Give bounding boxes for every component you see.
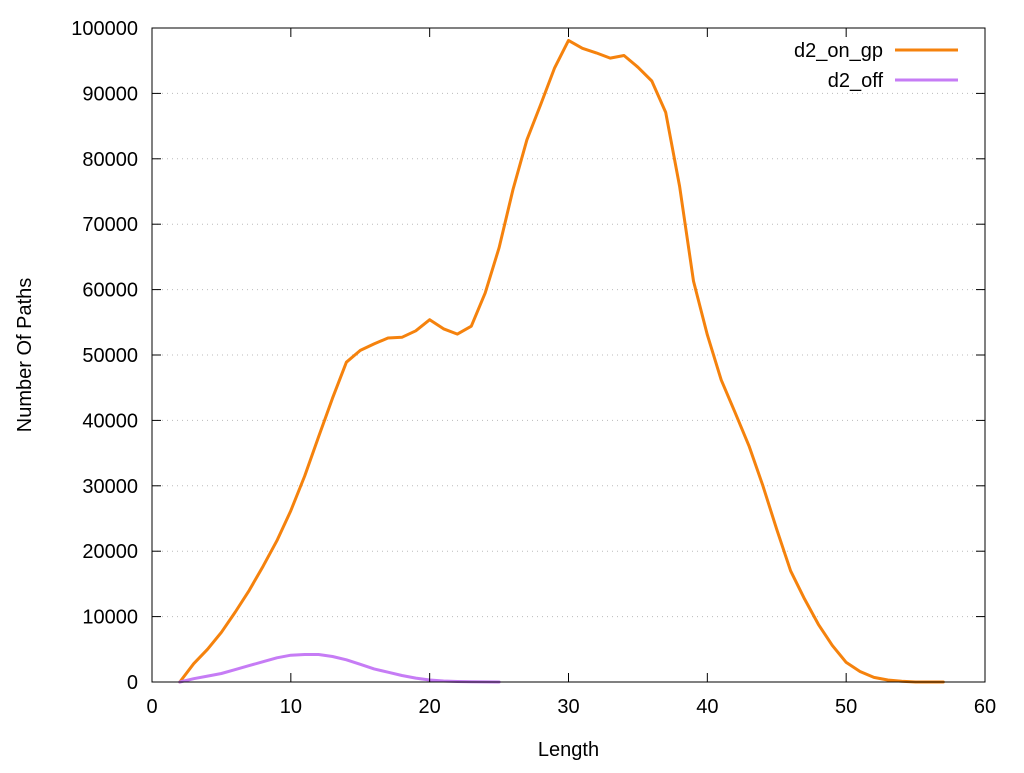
series-lines: [178, 38, 945, 684]
x-tick-label: 50: [835, 696, 857, 718]
x-tick-label: 0: [146, 696, 157, 718]
y-tick-label: 50000: [82, 345, 138, 367]
y-tick-label: 40000: [82, 410, 138, 432]
x-tick-label: 30: [557, 696, 579, 718]
legend-label-d2_on_gp: d2_on_gp: [794, 40, 883, 62]
y-tick-label: 0: [127, 672, 138, 694]
x-axis-label: Length: [538, 739, 599, 761]
y-axis-label: Number Of Paths: [14, 278, 36, 433]
axis-ticks: 0 10000 20000 30000 40000 50000 60000 70000 8000…: [71, 18, 996, 718]
series-line-d2_on_gp: [178, 38, 945, 684]
y-tick-label: 30000: [82, 476, 138, 498]
y-tick-label: 70000: [82, 214, 138, 236]
y-tick-label: 100000: [71, 18, 138, 40]
x-tick-label: 60: [974, 696, 996, 718]
plot-frame: [151, 27, 986, 683]
legend: d2_on_gp d2_off: [794, 40, 958, 92]
legend-label-d2_off: d2_off: [828, 70, 884, 92]
y-tick-label: 90000: [82, 83, 138, 105]
y-tick-label: 80000: [82, 149, 138, 171]
x-tick-label: 20: [419, 696, 441, 718]
y-tick-label: 10000: [82, 607, 138, 629]
series-line-d2_off: [178, 653, 501, 684]
x-tick-label: 40: [696, 696, 718, 718]
y-tick-label: 20000: [82, 541, 138, 563]
x-tick-label: 10: [280, 696, 302, 718]
y-tick-label: 60000: [82, 280, 138, 302]
